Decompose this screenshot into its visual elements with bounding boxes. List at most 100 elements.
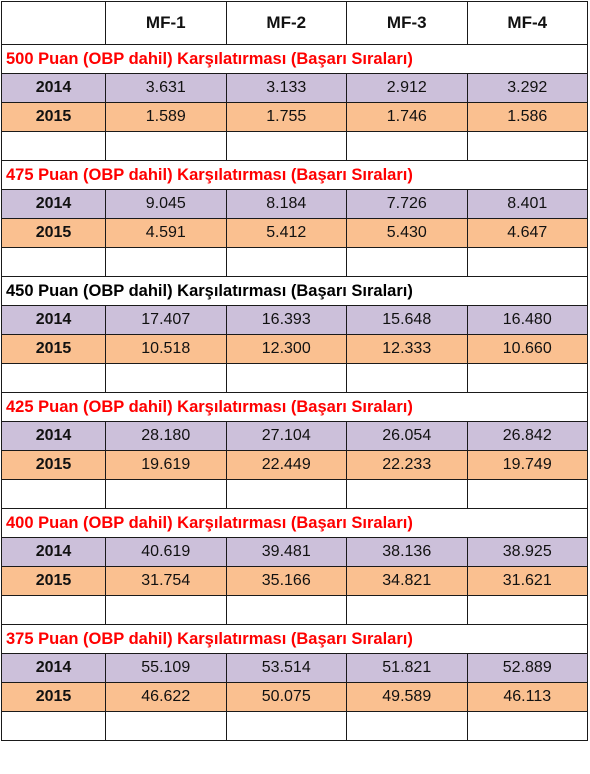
value-cell-mf4[interactable]: 4.647 <box>466 218 588 248</box>
value-cell-mf4[interactable]: 1.586 <box>466 102 588 132</box>
value-cell-mf2[interactable]: 8.184 <box>225 189 347 219</box>
year-cell[interactable]: 2015 <box>1 682 106 712</box>
header-mf1[interactable]: MF-1 <box>105 1 227 45</box>
year-cell[interactable]: 2014 <box>1 653 106 683</box>
value-cell-mf4[interactable]: 19.749 <box>466 450 588 480</box>
value-cell-mf3[interactable]: 7.726 <box>346 189 468 219</box>
value-cell-mf4[interactable]: 38.925 <box>466 537 588 567</box>
year-cell[interactable]: 2015 <box>1 218 106 248</box>
value-cell-mf2[interactable]: 16.393 <box>225 305 347 335</box>
year-cell[interactable]: 2015 <box>1 334 106 364</box>
empty-cell[interactable] <box>105 479 227 509</box>
value-cell-mf1[interactable]: 19.619 <box>105 450 227 480</box>
year-cell[interactable]: 2015 <box>1 566 106 596</box>
header-mf3[interactable]: MF-3 <box>346 1 468 45</box>
empty-cell[interactable] <box>225 131 347 161</box>
empty-cell[interactable] <box>466 595 588 625</box>
empty-cell[interactable] <box>466 479 588 509</box>
empty-cell[interactable] <box>466 247 588 277</box>
value-cell-mf3[interactable]: 38.136 <box>346 537 468 567</box>
empty-cell[interactable] <box>1 363 106 393</box>
header-mf4[interactable]: MF-4 <box>466 1 588 45</box>
value-cell-mf4[interactable]: 8.401 <box>466 189 588 219</box>
empty-cell[interactable] <box>105 711 227 741</box>
empty-cell[interactable] <box>105 363 227 393</box>
value-cell-mf2[interactable]: 3.133 <box>225 73 347 103</box>
header-corner-cell[interactable] <box>1 1 106 45</box>
empty-cell[interactable] <box>1 479 106 509</box>
value-cell-mf1[interactable]: 46.622 <box>105 682 227 712</box>
empty-cell[interactable] <box>225 247 347 277</box>
value-cell-mf4[interactable]: 31.621 <box>466 566 588 596</box>
value-cell-mf4[interactable]: 46.113 <box>466 682 588 712</box>
empty-cell[interactable] <box>346 131 468 161</box>
empty-cell[interactable] <box>346 363 468 393</box>
value-cell-mf2[interactable]: 1.755 <box>225 102 347 132</box>
year-cell[interactable]: 2014 <box>1 421 106 451</box>
empty-cell[interactable] <box>105 131 227 161</box>
value-cell-mf2[interactable]: 27.104 <box>225 421 347 451</box>
empty-cell[interactable] <box>225 595 347 625</box>
empty-cell[interactable] <box>1 595 106 625</box>
year-cell[interactable]: 2015 <box>1 450 106 480</box>
value-cell-mf3[interactable]: 22.233 <box>346 450 468 480</box>
value-cell-mf2[interactable]: 5.412 <box>225 218 347 248</box>
value-cell-mf2[interactable]: 53.514 <box>225 653 347 683</box>
empty-cell[interactable] <box>1 247 106 277</box>
empty-cell[interactable] <box>105 595 227 625</box>
section-title[interactable]: 500 Puan (OBP dahil) Karşılatırması (Baş… <box>1 44 588 74</box>
empty-cell[interactable] <box>225 479 347 509</box>
empty-cell[interactable] <box>225 363 347 393</box>
value-cell-mf1[interactable]: 10.518 <box>105 334 227 364</box>
value-cell-mf1[interactable]: 1.589 <box>105 102 227 132</box>
section-title[interactable]: 450 Puan (OBP dahil) Karşılatırması (Baş… <box>1 276 588 306</box>
year-cell[interactable]: 2015 <box>1 102 106 132</box>
value-cell-mf3[interactable]: 2.912 <box>346 73 468 103</box>
value-cell-mf4[interactable]: 3.292 <box>466 73 588 103</box>
empty-cell[interactable] <box>466 711 588 741</box>
empty-cell[interactable] <box>1 711 106 741</box>
value-cell-mf4[interactable]: 16.480 <box>466 305 588 335</box>
year-cell[interactable]: 2014 <box>1 537 106 567</box>
value-cell-mf4[interactable]: 10.660 <box>466 334 588 364</box>
empty-cell[interactable] <box>346 479 468 509</box>
year-cell[interactable]: 2014 <box>1 305 106 335</box>
value-cell-mf1[interactable]: 3.631 <box>105 73 227 103</box>
section-title[interactable]: 375 Puan (OBP dahil) Karşılatırması (Baş… <box>1 624 588 654</box>
empty-cell[interactable] <box>346 595 468 625</box>
value-cell-mf1[interactable]: 28.180 <box>105 421 227 451</box>
value-cell-mf3[interactable]: 34.821 <box>346 566 468 596</box>
empty-cell[interactable] <box>466 363 588 393</box>
empty-cell[interactable] <box>346 247 468 277</box>
empty-cell[interactable] <box>346 711 468 741</box>
value-cell-mf2[interactable]: 39.481 <box>225 537 347 567</box>
empty-cell[interactable] <box>1 131 106 161</box>
value-cell-mf2[interactable]: 22.449 <box>225 450 347 480</box>
value-cell-mf3[interactable]: 12.333 <box>346 334 468 364</box>
section-title[interactable]: 475 Puan (OBP dahil) Karşılatırması (Baş… <box>1 160 588 190</box>
value-cell-mf2[interactable]: 50.075 <box>225 682 347 712</box>
year-cell[interactable]: 2014 <box>1 73 106 103</box>
value-cell-mf1[interactable]: 9.045 <box>105 189 227 219</box>
value-cell-mf1[interactable]: 55.109 <box>105 653 227 683</box>
value-cell-mf3[interactable]: 26.054 <box>346 421 468 451</box>
value-cell-mf3[interactable]: 51.821 <box>346 653 468 683</box>
value-cell-mf4[interactable]: 52.889 <box>466 653 588 683</box>
value-cell-mf3[interactable]: 5.430 <box>346 218 468 248</box>
value-cell-mf1[interactable]: 17.407 <box>105 305 227 335</box>
value-cell-mf1[interactable]: 4.591 <box>105 218 227 248</box>
value-cell-mf2[interactable]: 35.166 <box>225 566 347 596</box>
value-cell-mf3[interactable]: 1.746 <box>346 102 468 132</box>
year-cell[interactable]: 2014 <box>1 189 106 219</box>
header-mf2[interactable]: MF-2 <box>225 1 347 45</box>
value-cell-mf1[interactable]: 40.619 <box>105 537 227 567</box>
empty-cell[interactable] <box>466 131 588 161</box>
section-title[interactable]: 425 Puan (OBP dahil) Karşılatırması (Baş… <box>1 392 588 422</box>
value-cell-mf3[interactable]: 49.589 <box>346 682 468 712</box>
value-cell-mf4[interactable]: 26.842 <box>466 421 588 451</box>
value-cell-mf3[interactable]: 15.648 <box>346 305 468 335</box>
empty-cell[interactable] <box>225 711 347 741</box>
value-cell-mf2[interactable]: 12.300 <box>225 334 347 364</box>
value-cell-mf1[interactable]: 31.754 <box>105 566 227 596</box>
empty-cell[interactable] <box>105 247 227 277</box>
